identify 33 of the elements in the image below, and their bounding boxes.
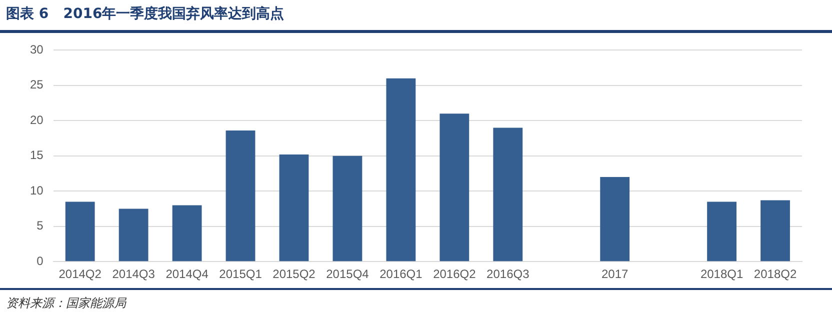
y-tick-label: 0 (36, 254, 44, 268)
x-tick-label: 2015Q4 (326, 267, 370, 282)
bar (600, 177, 630, 262)
y-tick-label: 10 (30, 183, 44, 198)
x-tick-label: 2014Q4 (166, 267, 209, 282)
chart-title: 图表 6 2016年一季度我国弃风率达到高点 (0, 0, 832, 33)
x-tick-label: 2014Q2 (58, 267, 102, 282)
x-tick-label: 2015Q1 (219, 267, 262, 282)
x-tick-label: 2015Q2 (272, 267, 316, 282)
bar (118, 208, 148, 262)
bar (386, 78, 416, 262)
x-tick-label: 2018Q2 (754, 267, 797, 282)
x-tick-label: 2017 (601, 267, 629, 282)
bar (493, 128, 523, 262)
text: 资料来源：国家能源局 (6, 296, 126, 310)
x-tick-label: 2018Q1 (700, 267, 744, 282)
y-tick-label: 30 (30, 42, 44, 57)
bar (226, 130, 256, 262)
bar (279, 154, 309, 262)
y-tick-label: 20 (30, 112, 44, 127)
x-tick-label: 2016Q2 (433, 267, 476, 282)
x-tick-label: 2014Q3 (112, 267, 156, 282)
bar (707, 202, 736, 262)
x-tick-label: 2016Q3 (486, 267, 530, 282)
bar (440, 114, 470, 262)
x-tick-label: 2016Q1 (380, 267, 423, 282)
y-tick-label: 25 (30, 78, 44, 92)
bar (172, 205, 202, 262)
y-tick-label: 15 (30, 148, 44, 162)
bar (65, 202, 95, 262)
y-tick-label: 5 (36, 218, 44, 233)
bar (332, 156, 362, 262)
bar (760, 200, 790, 262)
